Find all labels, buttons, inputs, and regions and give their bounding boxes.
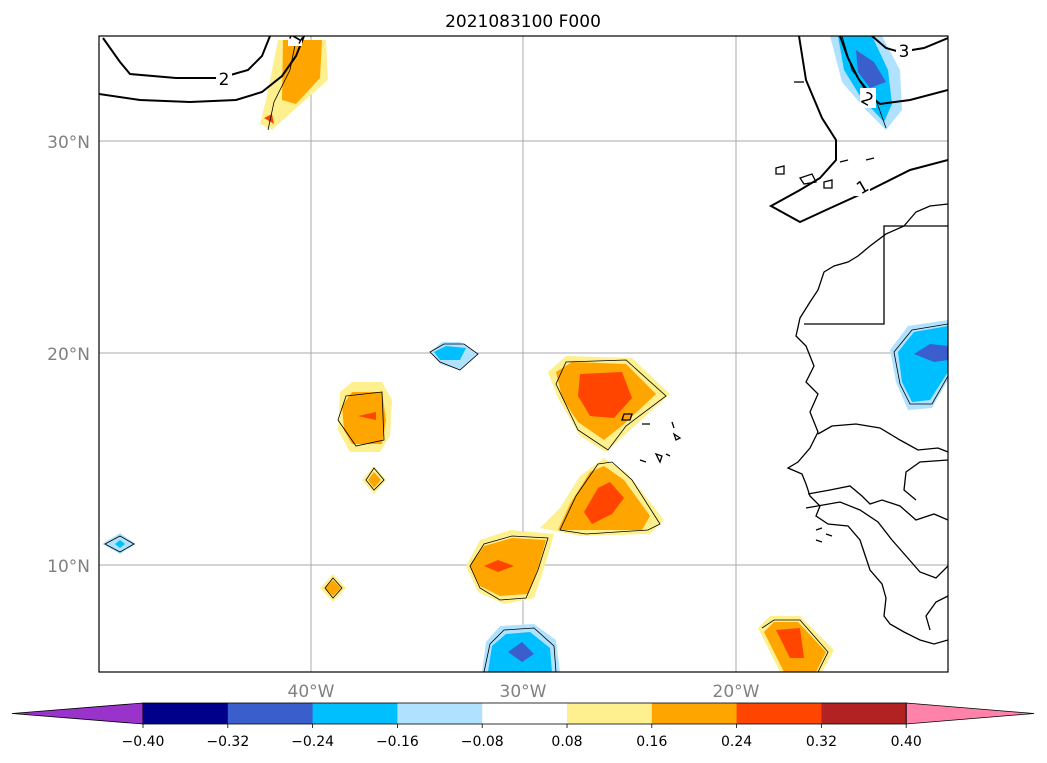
colorbar-tick-label: 0.16 bbox=[636, 734, 667, 750]
canary-island-2 bbox=[798, 173, 817, 185]
colorbar-tick-label: −0.24 bbox=[291, 734, 334, 750]
colorbar-tick-label: −0.40 bbox=[122, 734, 165, 750]
colorbar: −0.40 −0.32 −0.24 −0.16 −0.08 0.08 0.16 0.24 0.3… bbox=[11, 702, 1035, 750]
canary-island-3 bbox=[823, 179, 833, 189]
colorbar-tick-label: 0.32 bbox=[806, 734, 837, 750]
colorbar-segment bbox=[482, 703, 568, 724]
contour-left-outer bbox=[99, 36, 305, 104]
western-sahara-border bbox=[804, 225, 948, 325]
map-area: 2 1 3 2 1 bbox=[99, 36, 948, 672]
mauritania-border bbox=[817, 423, 948, 453]
positive-anomaly-10n-31w bbox=[466, 530, 554, 604]
colorbar-segment bbox=[567, 703, 653, 724]
coastlines bbox=[621, 81, 948, 645]
colorbar-tick-label: 0.40 bbox=[891, 734, 922, 750]
negative-anomaly-20n-11w bbox=[890, 320, 948, 410]
colorbar-tick-label: −0.32 bbox=[206, 734, 249, 750]
colorbar-extension-low bbox=[11, 702, 144, 725]
lat-label-10n: 10°N bbox=[47, 557, 90, 577]
senegal-border bbox=[807, 485, 948, 521]
negative-anomaly-11n-49w bbox=[102, 533, 136, 554]
lon-label-40w: 40°W bbox=[288, 682, 335, 702]
positive-anomaly-14n-37w bbox=[362, 466, 386, 494]
colorbar-segment bbox=[312, 703, 398, 724]
colorbar-segment bbox=[736, 703, 822, 724]
guinea-border bbox=[805, 501, 948, 579]
mali-border bbox=[903, 459, 948, 501]
positive-anomaly-17n-37w bbox=[338, 382, 392, 452]
positive-anomaly-6n-18w bbox=[758, 616, 834, 672]
colorbar-segment bbox=[651, 703, 738, 724]
colorbar-frame bbox=[142, 702, 907, 725]
cape-verde-islands bbox=[621, 413, 682, 464]
bijagos-islands bbox=[815, 527, 833, 543]
colorbar-segment bbox=[397, 703, 483, 724]
colorbar-tick-label: −0.08 bbox=[461, 734, 504, 750]
positive-anomaly-12n-27w bbox=[540, 458, 664, 536]
positive-anomaly-top-left bbox=[260, 40, 328, 130]
positive-anomaly-18n-26w bbox=[548, 356, 670, 452]
lon-label-20w: 20°W bbox=[713, 682, 760, 702]
map-frame bbox=[98, 35, 949, 673]
africa-coastline bbox=[786, 203, 948, 645]
ivory-coast-border bbox=[925, 595, 948, 631]
lat-label-20n: 20°N bbox=[47, 345, 90, 365]
contour-labels: 2 1 3 2 1 bbox=[216, 36, 912, 199]
canary-island-1 bbox=[775, 165, 785, 175]
colorbar-tick-label: 0.24 bbox=[721, 734, 752, 750]
colorbar-tick-label: −0.16 bbox=[376, 734, 419, 750]
colorbar-segment bbox=[227, 703, 314, 724]
lon-label-30w: 30°W bbox=[500, 682, 547, 702]
contour-label-3-right: 3 bbox=[899, 42, 910, 62]
colorbar-tick-label: 0.08 bbox=[551, 734, 582, 750]
canary-island-4 bbox=[839, 157, 875, 163]
contour-left-inner bbox=[102, 36, 271, 79]
lat-label-30n: 30°N bbox=[47, 133, 90, 153]
colorbar-segment bbox=[143, 703, 229, 724]
negative-anomaly-6n-30w bbox=[482, 624, 560, 672]
map-title: 2021083100 F000 bbox=[445, 12, 601, 32]
positive-anomaly-9n-39w bbox=[320, 574, 346, 602]
colorbar-segment bbox=[821, 703, 907, 724]
contour-label-2-left: 2 bbox=[219, 70, 230, 90]
colorbar-extension-high bbox=[905, 702, 1035, 725]
